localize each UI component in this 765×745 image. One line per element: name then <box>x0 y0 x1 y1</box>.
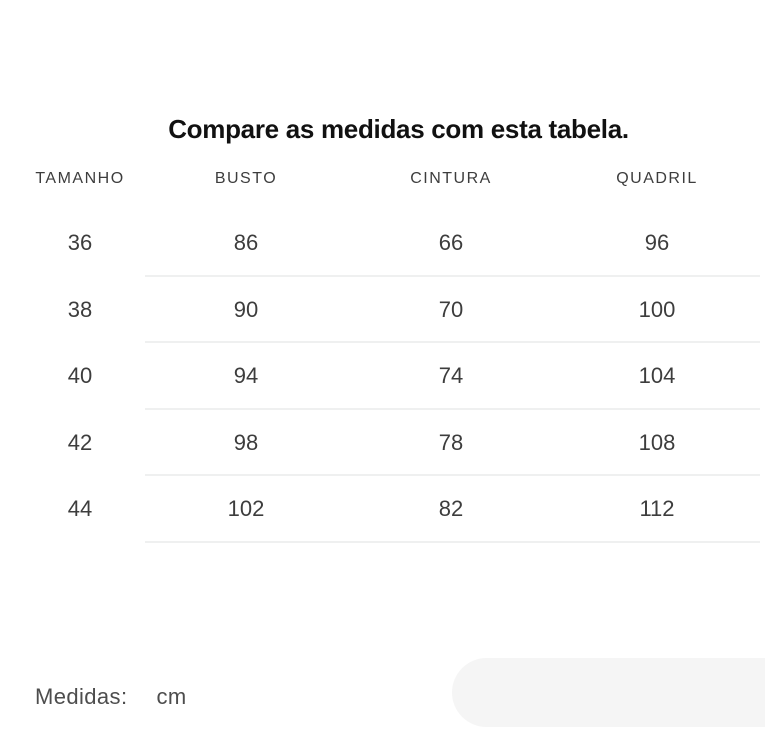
row-divider <box>145 407 760 410</box>
column-header-tamanho: TAMANHO <box>35 170 125 187</box>
size-table: TAMANHO BUSTO CINTURA QUADRIL 36 86 66 9… <box>0 164 760 543</box>
table-row: 36 86 66 96 <box>0 210 760 277</box>
bottom-right-panel <box>452 658 765 727</box>
cintura-cell: 78 <box>438 429 464 455</box>
quadril-cell: 108 <box>638 429 676 455</box>
tamanho-cell: 36 <box>67 230 93 256</box>
column-header-cintura: CINTURA <box>410 170 492 187</box>
row-divider <box>145 274 760 277</box>
row-divider <box>145 474 760 476</box>
measure-unit-row: Medidas: cm <box>35 684 187 710</box>
tamanho-cell: 38 <box>67 296 93 322</box>
tamanho-cell: 42 <box>67 429 93 455</box>
measure-unit: cm <box>156 684 187 709</box>
table-body: 36 86 66 96 38 90 70 100 40 94 74 104 <box>0 210 760 543</box>
cintura-cell: 82 <box>438 496 464 522</box>
tamanho-cell: 44 <box>67 496 93 522</box>
measure-label: Medidas: <box>35 684 128 709</box>
table-row: 40 94 74 104 <box>0 343 760 410</box>
cintura-cell: 66 <box>438 230 464 256</box>
quadril-cell: 104 <box>638 363 676 389</box>
page-title: Compare as medidas com esta tabela. <box>168 114 629 144</box>
table-header-row: TAMANHO BUSTO CINTURA QUADRIL <box>0 164 744 194</box>
tamanho-cell: 40 <box>67 363 93 389</box>
table-row: 42 98 78 108 <box>0 410 760 476</box>
quadril-cell: 112 <box>639 496 675 522</box>
busto-cell: 98 <box>233 429 259 455</box>
column-header-busto: BUSTO <box>214 170 278 187</box>
busto-cell: 86 <box>233 230 259 256</box>
row-divider <box>145 540 760 543</box>
table-row: 38 90 70 100 <box>0 277 760 343</box>
busto-cell: 90 <box>233 296 259 322</box>
busto-cell: 94 <box>233 363 259 389</box>
row-divider <box>145 341 760 343</box>
cintura-cell: 74 <box>438 363 464 389</box>
quadril-cell: 96 <box>644 230 670 256</box>
column-header-quadril: QUADRIL <box>616 170 698 187</box>
table-row: 44 102 82 112 <box>0 476 760 543</box>
busto-cell: 102 <box>227 496 265 522</box>
quadril-cell: 100 <box>638 296 676 322</box>
cintura-cell: 70 <box>438 296 464 322</box>
